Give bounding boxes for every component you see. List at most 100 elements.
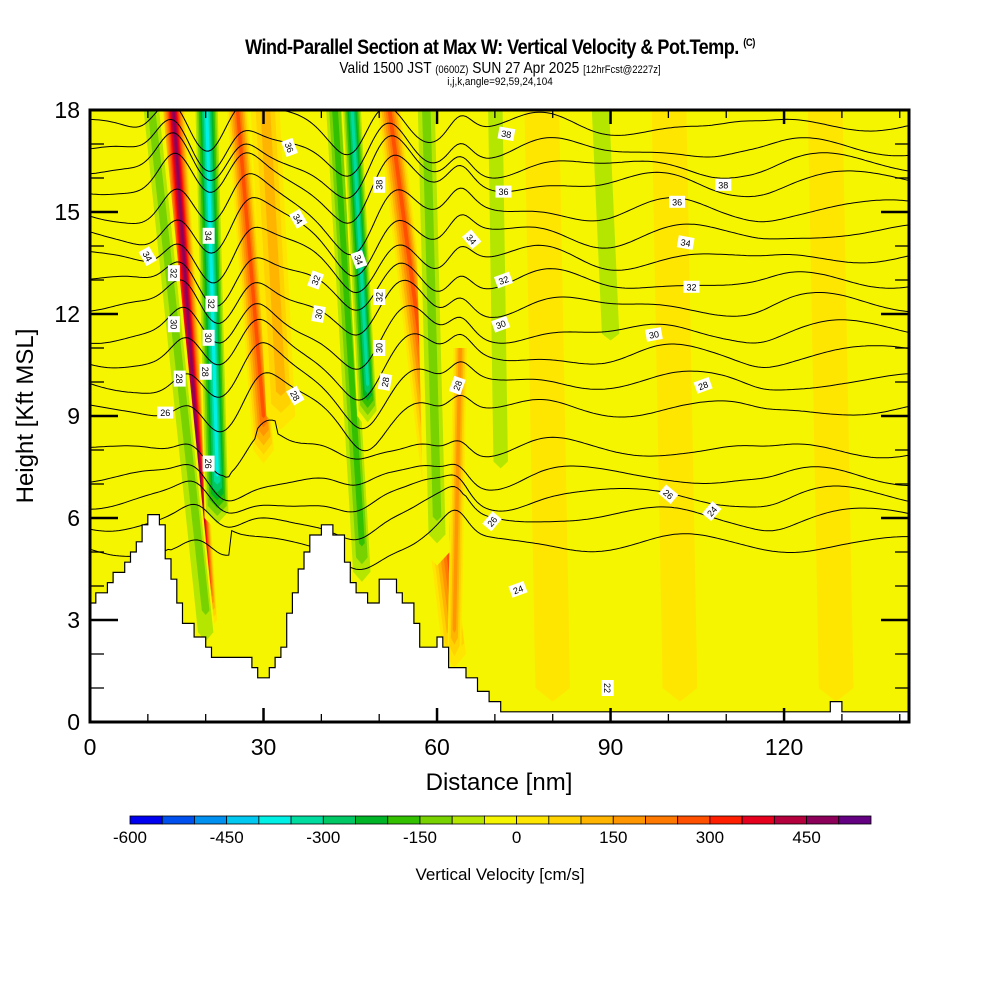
y-tick-labels: 0 3 6 9 12 15 18	[54, 97, 80, 735]
w-band	[161, 110, 218, 634]
contour-label: 26	[202, 455, 215, 472]
y-tick-label: 18	[54, 97, 80, 123]
contour-label: 30	[167, 316, 180, 333]
contour-label-text: 28	[174, 374, 184, 384]
contour-label: 32	[683, 280, 700, 293]
contour-label-box	[202, 227, 215, 244]
contour-label-text: 34	[141, 250, 155, 264]
contour-label-box	[497, 126, 516, 142]
w-band	[583, 110, 628, 362]
x-tick-label: 60	[424, 734, 450, 760]
y-axis-title: Height [Kft MSL]	[12, 329, 39, 504]
chart-title: Wind-Parallel Section at Max W: Vertical…	[245, 36, 755, 59]
contour-label-box	[377, 373, 393, 391]
contour-label-text: 26	[661, 488, 675, 502]
theta-contour-24	[90, 474, 909, 514]
x-tick-labels: 0 30 60 90 120	[84, 734, 804, 760]
contour-label-text: 32	[310, 274, 323, 287]
w-band-level	[90, 110, 125, 600]
colorbar-tick-label: -450	[210, 828, 244, 847]
y-tick-label: 12	[54, 301, 80, 327]
contour-label-box	[644, 327, 663, 342]
w-band	[413, 110, 450, 566]
contour-label-box	[491, 315, 511, 333]
w-band-level	[205, 110, 219, 477]
contour-label: 28	[693, 377, 713, 394]
w-band	[250, 110, 296, 430]
w-band-level	[651, 110, 698, 702]
contour-label-box	[167, 265, 180, 282]
w-band	[90, 110, 125, 600]
contour-label-text: 34	[203, 231, 213, 241]
w-band-level	[260, 110, 286, 397]
contour-label-text: 26	[203, 459, 213, 469]
w-band	[524, 110, 571, 702]
y-tick-label: 9	[67, 403, 80, 429]
contour-label: 28	[448, 375, 466, 395]
contour-label-box	[702, 501, 722, 522]
contour-label: 34	[138, 246, 157, 267]
contour-label: 30	[202, 329, 215, 346]
contour-label-text: 32	[497, 274, 510, 287]
colorbar-tick-label: -300	[306, 828, 340, 847]
copyright-mark: (C)	[743, 37, 755, 49]
contour-label-box	[167, 316, 180, 333]
terrain	[90, 514, 909, 722]
colorbar-swatch	[709, 815, 743, 825]
theta-contour-31	[90, 279, 909, 336]
contour-label: 30	[644, 327, 663, 342]
contour-label-box	[693, 377, 713, 394]
w-band-level	[332, 110, 365, 547]
contour-label-text: 38	[718, 180, 728, 190]
colorbar-swatch	[806, 815, 840, 825]
colorbar-swatch	[516, 815, 550, 825]
contour-label-box	[495, 185, 512, 198]
colorbar-swatch	[194, 815, 228, 825]
colorbar-swatch	[451, 815, 485, 825]
theta-contour-22	[90, 509, 909, 571]
w-band-level	[422, 110, 442, 522]
theta-contour-26	[90, 419, 909, 478]
colorbar-swatch	[838, 815, 872, 825]
w-band-level	[350, 110, 370, 387]
contour-label: 22	[601, 680, 614, 696]
theta-contour-34	[90, 197, 909, 277]
theta-contour-27	[90, 372, 909, 452]
contour-label: 36	[669, 195, 686, 208]
contour-label-text: 32	[168, 268, 178, 278]
contour-label-text: 38	[375, 180, 385, 190]
contour-label: 32	[205, 295, 218, 312]
contour-label: 26	[157, 406, 174, 419]
contour-label-text: 26	[160, 408, 170, 418]
x-tick-label: 90	[598, 734, 624, 760]
contour-label-box	[715, 178, 732, 191]
contour-label-box	[676, 235, 695, 250]
w-band-level	[235, 110, 266, 419]
colorbar-title: Vertical Velocity [cm/s]	[415, 865, 584, 884]
x-axis-title: Distance [nm]	[426, 769, 573, 796]
contour-label-text: 24	[705, 504, 719, 518]
w-band-level	[749, 348, 785, 532]
x-tick-label: 30	[251, 734, 277, 760]
w-band-level	[591, 110, 620, 341]
contour-labels: 36 34 32 30 28 34 32 30 28 26 34 32 30 28 26 38 34 32 30 28…	[138, 126, 732, 696]
theta-contour-37	[90, 132, 909, 199]
contour-label: 30	[491, 315, 511, 333]
colorbar-swatch	[290, 815, 324, 825]
contour-label-text: 28	[288, 389, 302, 403]
contour-label-text: 28	[697, 379, 710, 392]
contour-label-box	[286, 385, 305, 406]
contour-label-text: 28	[451, 379, 464, 392]
contour-label-text: 36	[672, 197, 682, 207]
axis-ticks	[90, 110, 909, 722]
contour-label-text: 36	[498, 187, 508, 197]
colorbar-swatch	[677, 815, 711, 825]
contour-label-text: 30	[313, 308, 325, 320]
contour-label: 32	[307, 270, 324, 290]
colorbar-tick-label: 150	[599, 828, 627, 847]
colorbar-tick-label: -150	[403, 828, 437, 847]
colorbar-swatch	[612, 815, 646, 825]
y-tick-label: 3	[67, 607, 80, 633]
contour-label: 38	[373, 176, 386, 193]
